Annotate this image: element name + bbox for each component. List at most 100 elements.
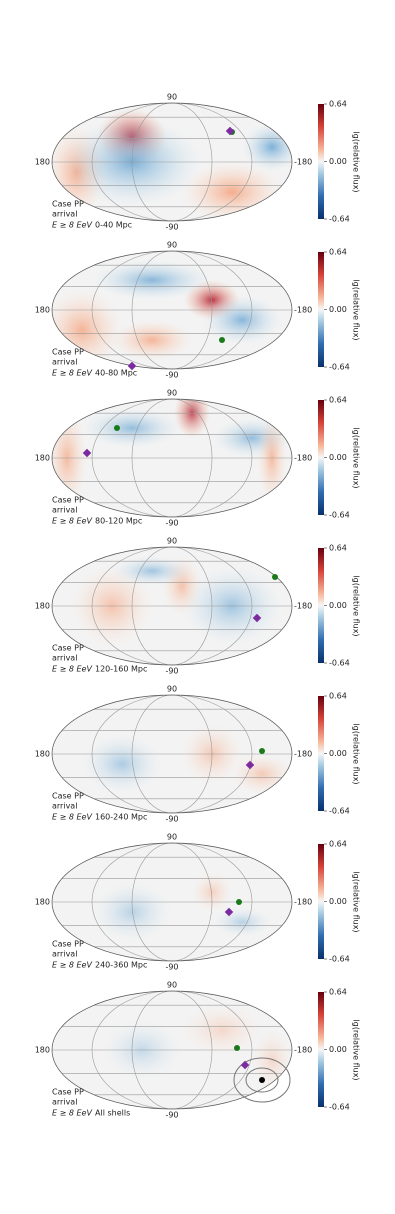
heatmap [52,103,292,221]
colorbar-tick-label: 0.00 [329,453,347,462]
colorbar [318,992,324,1107]
colorbar-tick-label: -0.64 [329,955,350,964]
shell-label: 80-120 Mpc [95,517,142,526]
energy-label: E ≥ 8 EeV [52,369,92,378]
flux-region [202,295,282,345]
heatmap [52,695,292,813]
flux-region [92,882,172,942]
axis-label-left: 180 [35,602,50,611]
colorbar-label: lg(relative flux) [352,427,361,488]
case-label: Case PP [52,496,84,505]
colorbar-tick-label: 0.64 [329,544,347,553]
case-label: Case PP [52,200,84,209]
axis-label-right: -180 [294,898,312,907]
heatmap [52,399,292,517]
axis-label-top: 90 [167,537,177,546]
case-label: Case PP [52,348,84,357]
axis-label-top: 90 [167,685,177,694]
purple-marker [127,361,137,371]
axis-label-left: 180 [35,306,50,315]
outline [51,102,293,222]
axis-label-left: 180 [35,1046,50,1055]
axis-label-bottom: -90 [165,815,178,824]
flux-region [212,907,272,937]
axis-label-right: -180 [294,1046,312,1055]
green-marker [236,899,242,905]
colorbar-tick-label: -0.64 [329,1103,350,1112]
energy-label: E ≥ 8 EeV [52,517,92,526]
colorbar-tick-label: -0.64 [329,807,350,816]
axis-label-left: 180 [35,898,50,907]
axis-label-right: -180 [294,158,312,167]
axis-label-top: 90 [167,389,177,398]
axis-label-top: 90 [167,241,177,250]
outline [51,546,293,666]
axis-label-left: 180 [35,750,50,759]
colorbar-tick-label: -0.64 [329,215,350,224]
colorbar-tick-label: 0.00 [329,749,347,758]
case-label: Case PP [52,940,84,949]
shell-label: All shells [95,1109,130,1118]
energy-label: E ≥ 8 EeV [52,813,92,822]
shell-label: 240-360 Mpc [95,961,147,970]
colorbar-tick-label: 0.64 [329,248,347,257]
shell-label: 120-160 Mpc [95,665,147,674]
mode-label: arrival [52,1098,77,1107]
energy-label: E ≥ 8 EeV [52,665,92,674]
flux-region [92,260,212,300]
case-label: Case PP [52,644,84,653]
colorbar-tick-label: -0.64 [329,511,350,520]
colorbar-tick-label: 0.00 [329,157,347,166]
axis-label-left: 180 [35,158,50,167]
colorbar-tick-label: 0.64 [329,988,347,997]
colorbar-label: lg(relative flux) [352,131,361,192]
mode-label: arrival [52,210,77,219]
flux-region [112,320,192,360]
source-point [259,1077,265,1083]
contour [233,1057,291,1103]
colorbar-tick-label: 0.00 [329,897,347,906]
colorbar-tick-label: 0.00 [329,601,347,610]
axis-label-right: -180 [294,306,312,315]
green-marker [234,1045,240,1051]
mode-label: arrival [52,950,77,959]
energy-label: E ≥ 8 EeV [52,221,92,230]
shell-label: 160-240 Mpc [95,813,147,822]
colorbar-tick-label: -0.64 [329,363,350,372]
outline [51,842,293,962]
contour [245,1067,279,1093]
axis-label-right: -180 [294,602,312,611]
shell-label: 40-80 Mpc [95,369,137,378]
axis-label-right: -180 [294,454,312,463]
green-marker [219,337,225,343]
heatmap [52,251,292,369]
axis-label-bottom: -90 [165,1111,178,1120]
case-label: Case PP [52,792,84,801]
colorbar [318,252,324,367]
colorbar-label: lg(relative flux) [352,279,361,340]
mode-label: arrival [52,358,77,367]
green-marker [114,425,120,431]
axis-label-top: 90 [167,833,177,842]
green-marker [272,574,278,580]
colorbar-tick-label: 0.64 [329,840,347,849]
colorbar-label: lg(relative flux) [352,723,361,784]
colorbar-tick-label: 0.64 [329,692,347,701]
flux-region [182,1005,262,1055]
colorbar [318,548,324,663]
colorbar-label: lg(relative flux) [352,871,361,932]
shell-label: 0-40 Mpc [95,221,132,230]
purple-marker [82,448,92,458]
colorbar [318,844,324,959]
colorbar-tick-label: 0.64 [329,100,347,109]
axis-label-top: 90 [167,981,177,990]
colorbar [318,696,324,811]
outline [51,694,293,814]
colorbar [318,400,324,515]
